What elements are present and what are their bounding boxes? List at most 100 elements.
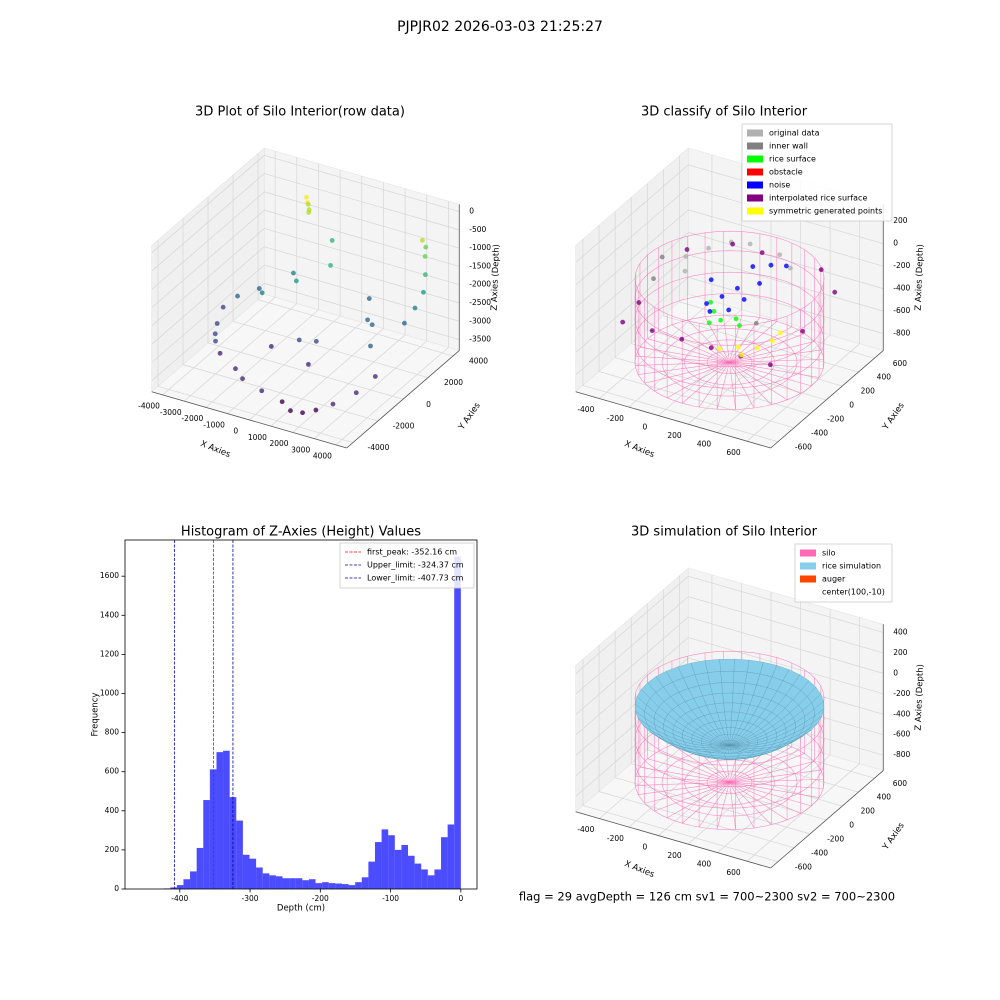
grid-line [688,616,884,674]
histogram-bar [249,858,257,889]
grid-line [688,232,884,289]
y-tick-label: -200 [827,835,844,844]
data-point [753,320,759,326]
histogram-bar [434,869,442,889]
histogram-bar [242,854,250,889]
silo-floor-spoke [667,362,730,399]
silo-floor-spoke [729,341,815,363]
silo-floor-spoke [729,362,772,405]
data-point [240,376,245,382]
data-point [256,286,262,291]
data-point [708,345,714,351]
legend-label: rice simulation [822,562,881,571]
silo-floor-spoke [729,782,755,829]
x-tick-label: -200 [607,834,624,843]
histogram-bar [368,861,375,889]
x-axis-label: Depth (cm) [277,904,325,914]
silo-floor-spoke [729,782,801,814]
silo-floor-spoke [682,782,730,824]
grid-line [207,342,404,400]
x-tick-label: 2000 [269,439,288,448]
silo-floor-spoke [729,782,820,798]
silo-floor-spoke [647,758,730,783]
y-axis-line [346,350,460,449]
legend-label: original data [769,129,820,138]
x-tick-label: 400 [697,859,712,868]
x-tick-label: -400 [577,405,594,414]
x-axis-line [575,811,771,869]
y-tick-label: -400 [811,428,828,437]
data-point [769,338,775,344]
data-point [750,264,756,269]
histogram-bar [322,882,329,889]
data-point [718,317,724,323]
grid-line [575,232,689,331]
legend-swatch [747,207,763,215]
legend-label: auger [822,575,846,584]
y-tick-label: -2000 [393,422,415,431]
silo-floor-spoke [729,362,788,401]
data-point [706,245,711,251]
z-tick-label: -2500 [469,298,491,307]
y-tick-label: 0 [114,884,119,893]
data-point [767,362,773,368]
histogram-bar [421,869,428,889]
z-tick-label: -1000 [469,243,491,252]
x-tick-label: 600 [726,868,741,877]
data-point [704,301,709,306]
histogram-bar [408,855,415,889]
legend-label: interpolated rice surface [769,194,867,203]
data-point [268,344,274,349]
silo-floor-spoke [729,321,777,363]
data-point [306,210,312,215]
data-point [777,330,783,336]
grid-line [264,173,460,231]
z-tick-label: -800 [893,329,910,338]
legend-label: obstacle [769,168,803,177]
histogram-bar [374,842,382,889]
histogram-bar [454,556,461,889]
legend-label: inner wall [769,142,808,151]
silo-floor-spoke [729,362,820,378]
y-tick-label: -4000 [368,443,390,452]
grid-line [575,164,689,263]
data-point [279,399,285,405]
data-point [291,270,296,276]
legend-label: Lower_limit: -407.73 cm [367,574,464,583]
data-point [768,262,774,268]
z-tick-label: -1500 [469,261,491,270]
grid-line [746,763,860,862]
silo-floor-spoke [729,362,824,369]
grid-line [746,343,860,442]
histogram-bar [183,879,191,889]
histogram-bar [427,875,435,889]
silo-floor-spoke [729,753,805,783]
legend-label: silo [822,549,836,558]
silo-floor-spoke [671,324,730,363]
z-tick-label: -600 [893,730,910,739]
data-point [716,346,722,351]
grid-line [151,264,265,363]
surface-patch [733,658,750,673]
silo-floor-spoke [729,782,736,830]
grid-line [151,191,265,290]
z-tick-label: 0 [893,239,898,248]
histogram-bar [394,849,402,889]
data-point [233,366,238,372]
silo-floor-spoke [729,782,812,807]
grid-line [151,209,265,308]
data-point [659,254,665,260]
grid-line [151,228,265,327]
surface-patch [723,702,733,713]
grid-line [157,385,354,443]
y-tick-label: 4000 [469,357,488,366]
surface-patch [721,682,734,694]
silo-floor-spoke [716,362,730,410]
data-point [735,344,741,350]
data-point [706,320,712,326]
x-tick-label: 3000 [291,445,310,454]
histogram-bar [441,837,448,889]
data-point [293,278,299,284]
surface-patch [720,671,735,683]
data-point [220,304,226,310]
